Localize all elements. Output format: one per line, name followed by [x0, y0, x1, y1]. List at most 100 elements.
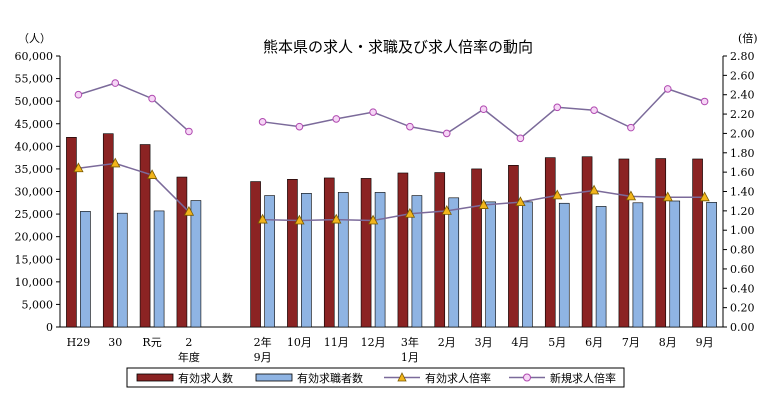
legend-label-ratio: 有効求人倍率 — [425, 371, 491, 385]
left-tick-label: 45,000 — [15, 118, 54, 131]
x-tick-label: 9月 — [696, 336, 714, 349]
point-ratio — [515, 196, 526, 207]
point-new-ratio — [185, 127, 193, 136]
right-tick-label: 0.00 — [730, 321, 755, 334]
point-ratio — [662, 191, 673, 202]
bar-job-seekers — [669, 200, 681, 328]
left-tick-label: 60,000 — [15, 50, 54, 63]
point-new-ratio — [406, 122, 414, 131]
bar-job-seekers — [301, 193, 312, 328]
left-tick-label: 5,000 — [22, 298, 54, 311]
legend-swatch-job-offers — [136, 373, 174, 382]
right-tick-label: 2.00 — [730, 127, 755, 140]
line-ratio — [78, 162, 190, 213]
legend-label-job-offers: 有効求人数 — [178, 371, 233, 385]
legend-marker-ratio — [397, 372, 407, 382]
point-new-ratio — [111, 79, 120, 87]
x-tick-label: H29 — [67, 336, 91, 349]
bar-job-offers — [102, 133, 114, 328]
point-new-ratio — [369, 108, 377, 116]
legend-marker-new-ratio — [523, 373, 531, 382]
bar-job-offers — [544, 157, 556, 328]
point-ratio — [73, 162, 84, 173]
line-new-ratio — [78, 82, 190, 133]
right-axis-unit: (倍) — [738, 31, 758, 45]
point-new-ratio — [700, 97, 709, 106]
right-tick-label: 2.60 — [730, 69, 755, 82]
bar-job-seekers — [522, 201, 533, 328]
lines — [73, 79, 710, 225]
point-new-ratio — [479, 105, 488, 114]
x-tick-sublabel: 1月 — [401, 351, 419, 364]
legend: 有効求人数 有効求職者数 有効求人倍率 新規求人倍率 — [126, 367, 625, 388]
point-new-ratio — [553, 103, 562, 112]
right-tick-label: 0.40 — [730, 282, 755, 295]
chart-title: 熊本県の求人・求職及び求人倍率の動向 — [263, 38, 533, 56]
left-tick-label: 50,000 — [15, 95, 54, 108]
x-axis-labels: H29 30 R元 2年度 2年 9月 10月 11月 12月 3年 1月 2月 3月 4月 5月 6月 7月 8… — [67, 335, 714, 364]
point-new-ratio — [663, 85, 672, 93]
point-new-ratio — [516, 134, 525, 143]
bar-job-seekers — [485, 201, 496, 328]
point-ratio — [367, 214, 379, 225]
axes: 0 5,000 10,000 15,000 20,000 25,000 30,000 35,0… — [15, 50, 755, 334]
point-ratio — [404, 207, 416, 218]
point-ratio — [146, 169, 158, 179]
point-new-ratio — [332, 115, 341, 123]
x-tick-sublabel: 9月 — [254, 351, 272, 364]
left-axis-unit: （人） — [18, 32, 51, 45]
left-tick-label: 20,000 — [15, 231, 54, 244]
x-tick-label: 5月 — [548, 336, 566, 349]
point-ratio — [294, 214, 305, 225]
point-new-ratio — [148, 94, 156, 103]
left-tick-label: 0 — [46, 321, 53, 334]
bar-job-offers — [66, 137, 77, 328]
bar-job-seekers — [411, 195, 423, 328]
bar-job-seekers — [595, 206, 607, 328]
x-tick-label: 2年 — [254, 335, 272, 349]
x-tick-label: R元 — [142, 336, 161, 349]
legend-label-job-seekers: 有効求職者数 — [297, 371, 363, 385]
bar-job-seekers — [190, 200, 202, 328]
left-tick-label: 10,000 — [15, 276, 54, 289]
bar-job-seekers — [448, 197, 460, 328]
bar-job-seekers — [264, 195, 275, 328]
point-new-ratio — [295, 122, 304, 131]
bar-job-seekers — [706, 202, 717, 328]
x-tick-label: 10月 — [287, 336, 312, 349]
legend-label-new-ratio: 新規求人倍率 — [550, 371, 616, 385]
right-tick-label: 2.20 — [730, 108, 755, 121]
point-ratio — [441, 205, 452, 215]
x-tick-label: 12月 — [361, 336, 386, 349]
point-new-ratio — [442, 129, 451, 138]
point-ratio — [552, 189, 563, 200]
bar-job-offers — [471, 168, 482, 328]
right-tick-label: 2.80 — [730, 50, 755, 63]
point-new-ratio — [74, 90, 83, 99]
right-tick-label: 1.80 — [730, 147, 755, 160]
x-tick-label: 11月 — [324, 336, 349, 349]
bar-job-offers — [323, 177, 335, 328]
bar-job-seekers — [558, 202, 570, 328]
right-tick-label: 0.20 — [730, 302, 755, 315]
bar-job-offers — [692, 158, 703, 328]
x-tick-label: 3年 — [401, 335, 419, 349]
bar-job-seekers — [337, 192, 349, 328]
right-tick-label: 1.60 — [730, 166, 755, 179]
bar-job-seekers — [80, 211, 91, 328]
left-tick-label: 30,000 — [15, 186, 54, 199]
point-ratio — [257, 213, 268, 224]
bar-job-offers — [655, 158, 667, 328]
bar-job-seekers — [153, 210, 165, 328]
left-tick-label: 40,000 — [15, 140, 54, 153]
x-tick-label: 2月 — [438, 336, 456, 349]
x-tick-sublabel: 年度 — [178, 350, 200, 364]
bar-job-offers — [139, 144, 151, 328]
bar-job-seekers — [632, 202, 644, 328]
x-tick-label: 2 — [185, 336, 192, 349]
left-tick-label: 25,000 — [15, 208, 54, 221]
x-tick-label: 3月 — [475, 336, 493, 349]
bar-job-seekers — [116, 212, 128, 328]
right-tick-label: 1.20 — [730, 205, 755, 218]
